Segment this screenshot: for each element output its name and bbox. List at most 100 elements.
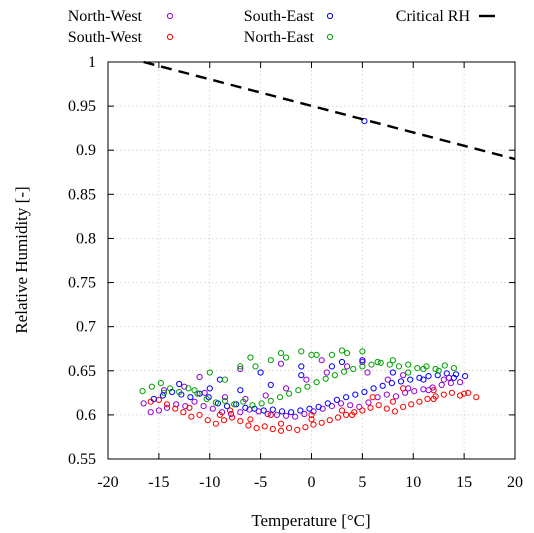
data-point-north-east: [221, 397, 229, 404]
data-point-south-east: [328, 363, 335, 370]
data-point-south-east: [298, 372, 305, 379]
data-point-south-east: [361, 388, 368, 396]
data-point-north-east: [148, 383, 155, 390]
data-point-north-east: [313, 351, 320, 358]
data-point-north-west: [155, 407, 162, 414]
x-tick-label: 0: [308, 474, 316, 491]
data-point-south-east: [338, 358, 346, 366]
data-point-south-west: [186, 404, 193, 411]
data-point-north-east: [258, 400, 265, 407]
data-point-north-east: [350, 365, 357, 373]
data-point-north-east: [231, 401, 238, 408]
data-point-south-east: [389, 369, 396, 376]
data-point-north-east: [420, 365, 427, 373]
data-point-south-east: [196, 390, 203, 397]
data-point-north-west: [356, 403, 363, 410]
data-point-north-east: [139, 388, 146, 395]
x-tick-label: -15: [148, 474, 169, 491]
data-point-north-west: [283, 385, 290, 392]
data-point-north-west: [411, 388, 418, 395]
data-point-south-west: [430, 387, 437, 394]
data-point-south-east: [343, 394, 350, 401]
x-tick-label: 5: [358, 474, 366, 491]
data-point-north-west: [292, 413, 299, 420]
data-point-north-east: [359, 363, 366, 370]
data-point-south-east: [205, 394, 212, 401]
data-point-north-east: [304, 383, 311, 390]
data-point-north-east: [176, 388, 183, 396]
data-point-north-west: [228, 410, 235, 418]
data-point-south-east: [278, 408, 286, 415]
data-point-north-west: [438, 381, 445, 388]
data-point-north-west: [384, 376, 391, 383]
data-point-south-west: [163, 401, 171, 408]
data-point-south-west: [408, 401, 415, 408]
y-tick-label: 0.65: [68, 363, 96, 380]
data-point-south-east: [333, 396, 340, 403]
data-point-south-west: [308, 411, 315, 418]
data-point-south-west: [389, 398, 396, 405]
data-point-south-east: [176, 380, 183, 388]
data-point-north-east: [286, 390, 293, 397]
x-tick-label: -5: [254, 474, 267, 491]
data-point-north-east: [191, 387, 198, 394]
data-point-south-west: [359, 407, 366, 414]
data-point-north-east: [405, 369, 412, 376]
data-point-south-west: [318, 419, 325, 426]
x-tick-labels: -20 -15 -10 -5 0 5 10 15 20: [97, 474, 523, 491]
data-point-south-west: [383, 405, 390, 412]
data-point-north-west: [237, 409, 244, 416]
data-point-north-east: [203, 395, 210, 403]
data-point-south-west: [343, 411, 350, 418]
data-point-south-west: [237, 418, 244, 425]
x-tick-label: 10: [405, 474, 421, 491]
y-tick-label: 0.7: [76, 319, 96, 336]
data-point-south-west: [367, 404, 374, 411]
data-point-north-west: [262, 392, 269, 399]
data-point-south-east: [288, 409, 295, 416]
critical-rh-line: [143, 60, 516, 161]
data-point-south-west: [448, 389, 455, 396]
y-tick-label: 0.85: [68, 186, 96, 203]
data-point-north-east: [377, 359, 384, 366]
data-point-south-west: [391, 408, 398, 415]
legend-label-critical-rh: Critical RH: [396, 8, 471, 25]
data-point-south-east: [425, 373, 432, 380]
data-point-north-east: [313, 379, 320, 386]
data-point-north-west: [440, 376, 447, 383]
tick-marks: [107, 61, 516, 460]
data-point-north-east: [432, 365, 439, 373]
data-point-north-east: [283, 354, 290, 361]
data-point-north-east: [389, 357, 396, 364]
data-point-north-east: [344, 350, 351, 357]
data-point-north-west: [374, 394, 381, 401]
data-point-north-west: [359, 358, 366, 366]
legend-label-south-west: South-West: [68, 29, 143, 46]
data-point-north-west: [383, 391, 390, 398]
data-point-south-east: [370, 385, 377, 392]
data-point-north-east: [374, 358, 381, 366]
data-point-north-west: [365, 399, 372, 406]
data-point-south-west: [302, 424, 309, 431]
data-point-south-west: [400, 403, 407, 410]
legend: North-West South-West South-East North-E…: [68, 8, 495, 46]
data-point-south-west: [220, 417, 228, 424]
data-point-north-west: [303, 376, 310, 383]
data-point-south-west: [261, 423, 268, 430]
data-point-north-west: [344, 363, 351, 370]
data-point-north-west: [221, 394, 229, 401]
data-point-south-east: [379, 382, 386, 389]
data-point-north-west: [200, 403, 207, 410]
legend-marker-south-west: [166, 33, 174, 41]
data-point-south-west: [294, 426, 301, 433]
data-point-south-west: [440, 391, 447, 398]
x-tick-label: 20: [507, 474, 523, 491]
data-point-south-west: [326, 417, 333, 424]
data-point-north-east: [252, 363, 259, 370]
data-point-south-west: [308, 416, 315, 423]
data-point-south-west: [416, 398, 423, 405]
data-point-north-west: [264, 410, 271, 418]
data-point-south-west: [267, 411, 274, 418]
data-point-north-east: [185, 385, 192, 392]
